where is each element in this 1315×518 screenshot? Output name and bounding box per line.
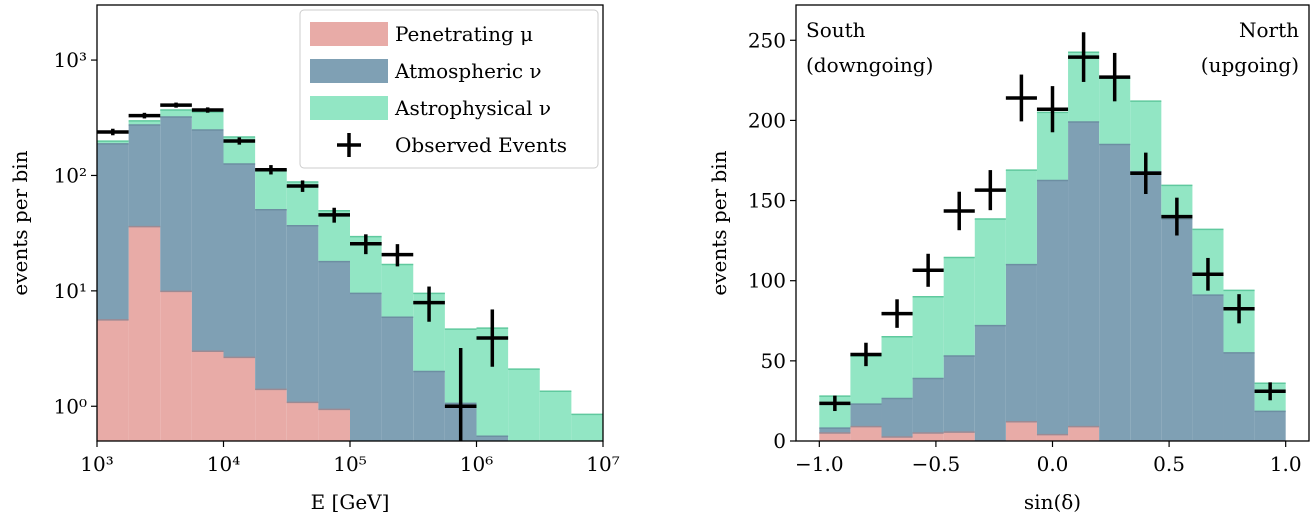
y-axis-label: events per bin [707, 150, 731, 295]
histogram-bar [381, 317, 414, 441]
histogram-bar [819, 428, 851, 433]
y-tick-label: 10³ [54, 48, 87, 72]
histogram-bar [413, 371, 445, 441]
annotation: (downgoing) [806, 53, 933, 77]
histogram-bar [1254, 411, 1286, 441]
histogram-bar [850, 426, 882, 441]
histogram-bar [223, 164, 256, 358]
legend-swatch [310, 96, 388, 120]
y-tick-label: 50 [761, 349, 786, 373]
x-tick-label: 10³ [80, 452, 113, 476]
histogram-bar [943, 257, 975, 357]
histogram-bar [1223, 352, 1255, 441]
x-tick-label: 10⁴ [207, 452, 240, 476]
x-tick-label: 0.5 [1153, 452, 1185, 476]
legend-label: Observed Events [395, 133, 567, 157]
y-tick-label: 250 [748, 28, 786, 52]
y-tick-label: 10⁰ [54, 394, 87, 418]
y-tick-label: 0 [773, 429, 786, 453]
x-axis-label: E [GeV] [311, 490, 390, 514]
y-tick-label: 10² [54, 163, 87, 187]
histogram-bar [1068, 426, 1100, 441]
histogram-bar [160, 291, 192, 441]
y-tick-label: 10¹ [54, 279, 87, 303]
histogram-bar [912, 296, 944, 379]
annotation: North [1239, 18, 1299, 42]
histogram-bar [255, 170, 287, 210]
histogram-bar [1036, 180, 1069, 435]
histogram-bar [1005, 421, 1037, 441]
histogram-bar [912, 432, 944, 441]
histogram-bar [912, 378, 944, 433]
histogram-bar [1130, 171, 1162, 441]
x-tick-label: 10⁷ [586, 452, 619, 476]
histogram-bar [974, 218, 1006, 326]
legend-label: Astrophysical ν [394, 96, 551, 120]
histogram-bar [1036, 434, 1069, 441]
histogram-bar [160, 110, 192, 118]
histogram-bar [1099, 144, 1131, 441]
annotation: (upgoing) [1201, 53, 1299, 77]
y-axis-label: events per bin [8, 150, 32, 295]
x-tick-label: 10⁵ [333, 452, 366, 476]
legend-label: Penetrating μ [395, 22, 533, 46]
histogram-bar [286, 402, 319, 441]
histogram-bar [974, 325, 1006, 441]
histogram-bar [191, 111, 224, 130]
legend-box [299, 9, 599, 169]
histogram-bar [97, 319, 129, 441]
histogram-bar [128, 120, 161, 125]
histogram-bar [318, 261, 350, 410]
legend-swatch [310, 59, 388, 83]
histogram-bar [255, 389, 287, 441]
histogram-bar [1068, 122, 1100, 427]
histogram-bar [255, 209, 287, 390]
x-tick-label: 1.0 [1270, 452, 1302, 476]
x-tick-label: −0.5 [912, 452, 961, 476]
y-tick-label: 100 [748, 269, 786, 293]
histogram-bar [97, 141, 129, 144]
histogram-bar [539, 391, 572, 441]
histogram-bar [160, 117, 192, 292]
histogram-bar [476, 436, 509, 441]
histogram-bar [381, 264, 414, 318]
legend-swatch [310, 22, 388, 46]
histogram-bar [850, 404, 882, 427]
histogram-bar [1005, 170, 1037, 265]
histogram-bar [881, 398, 913, 437]
histogram-bar [571, 414, 603, 441]
histogram-bar [286, 225, 319, 403]
y-tick-label: 150 [748, 189, 786, 213]
legend-label: Atmospheric ν [394, 59, 542, 83]
histogram-bar [128, 226, 161, 441]
histogram-bar [881, 436, 913, 441]
histogram-bar [128, 124, 161, 227]
histogram-bar [508, 461, 540, 467]
x-tick-label: 0.0 [1037, 452, 1069, 476]
x-axis-label: sin(δ) [1024, 490, 1081, 514]
histogram-bar [1192, 295, 1224, 441]
y-tick-label: 200 [748, 108, 786, 132]
plot-area [819, 32, 1286, 441]
histogram-bar [1005, 264, 1037, 422]
histogram-bar [943, 432, 975, 441]
histogram-bar [223, 357, 256, 441]
histogram-bar [819, 432, 851, 441]
histogram-bar [191, 351, 224, 441]
histogram-bar [881, 336, 913, 399]
histogram-bar [350, 293, 382, 441]
histogram-bar [97, 143, 129, 320]
histogram-bar [540, 461, 572, 471]
histogram-bar [943, 356, 975, 433]
histogram-bar [318, 409, 350, 441]
annotation: South [806, 18, 866, 42]
plot-area [97, 102, 603, 471]
histogram-bar [508, 369, 540, 441]
histogram-bar [191, 129, 224, 352]
x-tick-label: 10⁶ [460, 452, 493, 476]
x-tick-label: −1.0 [795, 452, 844, 476]
histogram-bar [1161, 218, 1193, 441]
